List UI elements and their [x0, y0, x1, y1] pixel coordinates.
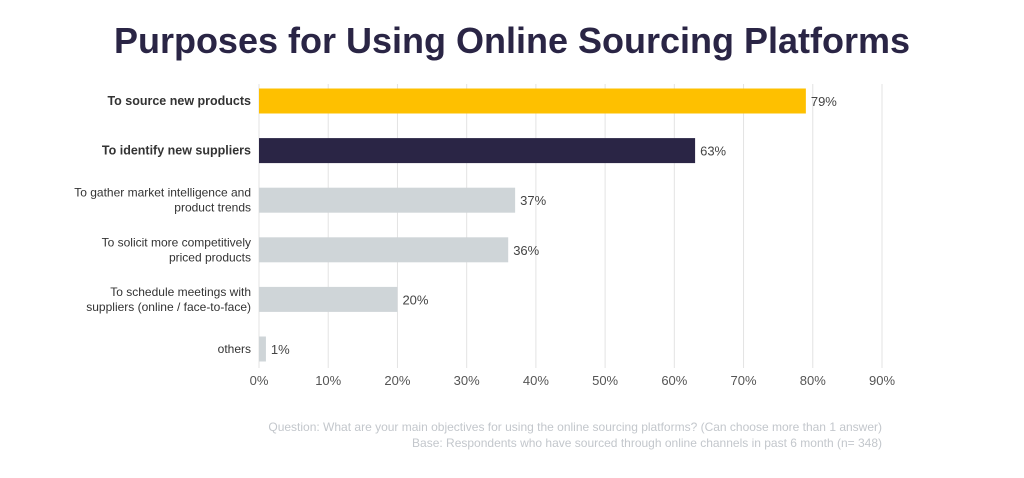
- x-tick-label: 70%: [731, 373, 757, 388]
- value-label: 37%: [520, 193, 546, 208]
- category-label: To gather market intelligence and product…: [74, 186, 251, 215]
- bar: [259, 88, 806, 114]
- x-tick-label: 50%: [592, 373, 618, 388]
- bar: [259, 286, 398, 312]
- value-label: 36%: [513, 243, 539, 258]
- x-axis-tick-labels: 0% 10% 20% 30% 40% 50% 60% 70% 80% 90%: [250, 373, 896, 388]
- category-label: To identify new suppliers: [102, 144, 251, 158]
- x-tick-label: 30%: [454, 373, 480, 388]
- category-labels: To source new products To identify new su…: [74, 94, 251, 356]
- value-label: 63%: [700, 144, 726, 159]
- category-label: To solicit more competitively priced prod…: [102, 235, 251, 264]
- value-label: 1%: [271, 342, 290, 357]
- x-tick-label: 90%: [869, 373, 895, 388]
- bar: [259, 187, 516, 213]
- bar: [259, 336, 266, 362]
- category-label: others: [218, 342, 251, 356]
- value-label: 79%: [811, 94, 837, 109]
- x-tick-label: 60%: [661, 373, 687, 388]
- value-labels: 79% 63% 37% 36% 20% 1%: [271, 94, 837, 357]
- bars: [259, 88, 806, 362]
- gridlines: [258, 84, 883, 368]
- value-label: 20%: [402, 292, 428, 307]
- bar: [259, 138, 696, 164]
- category-label: To schedule meetings with suppliers (onli…: [86, 285, 251, 314]
- footnote-question: Question: What are your main objectives …: [268, 420, 882, 434]
- x-tick-label: 20%: [384, 373, 410, 388]
- category-label: To source new products: [107, 94, 251, 108]
- x-tick-label: 0%: [250, 373, 269, 388]
- footnote-base: Base: Respondents who have sourced throu…: [412, 436, 882, 450]
- chart-title: Purposes for Using Online Sourcing Platf…: [113, 20, 911, 61]
- bar: [259, 237, 509, 263]
- x-tick-label: 40%: [523, 373, 549, 388]
- x-tick-label: 80%: [800, 373, 826, 388]
- x-tick-label: 10%: [315, 373, 341, 388]
